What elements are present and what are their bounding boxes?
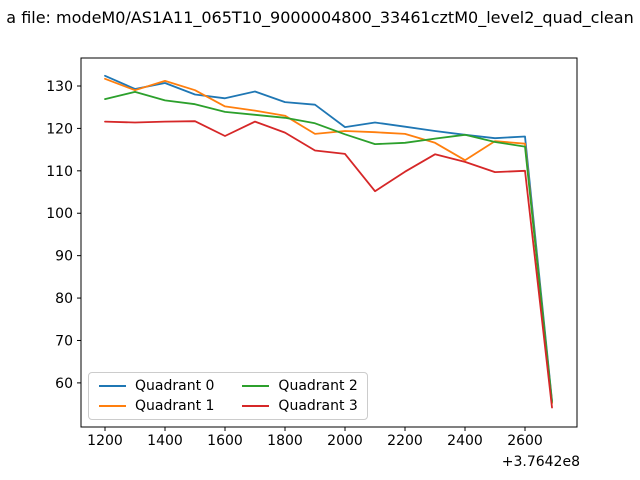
series-line-quadrant-3: [104, 120, 553, 409]
legend-line-sample-quadrant-2: [242, 385, 270, 387]
y-tick-label: 80: [55, 291, 73, 307]
series-line-quadrant-2: [104, 91, 553, 403]
legend-item-quadrant-3: Quadrant 3: [242, 398, 358, 414]
y-tick-label: 60: [55, 376, 73, 392]
x-tick-label: 2600: [507, 433, 543, 449]
x-axis-offset-label: +3.7642e8: [502, 454, 580, 470]
legend-line-sample-quadrant-1: [99, 405, 126, 407]
y-tick-label: 70: [55, 333, 73, 349]
legend: Quadrant 0 Quadrant 1 Quadrant 2 Quadran…: [88, 372, 368, 420]
legend-line-sample-quadrant-0: [99, 385, 126, 387]
legend-label-quadrant-2: Quadrant 2: [278, 378, 358, 394]
x-tick-label: 1800: [267, 433, 303, 449]
legend-item-quadrant-2: Quadrant 2: [242, 378, 358, 394]
series-line-quadrant-0: [104, 74, 553, 402]
y-tick-label: 100: [46, 206, 73, 222]
y-tick-label: 90: [55, 249, 73, 265]
chart-title-text: a file: modeM0/AS1A11_065T10_9000004800_…: [6, 8, 634, 27]
y-tick-label: 110: [46, 164, 73, 180]
series-line-quadrant-1: [104, 77, 553, 405]
chart-title: a file: modeM0/AS1A11_065T10_9000004800_…: [0, 8, 640, 27]
legend-label-quadrant-0: Quadrant 0: [135, 378, 215, 394]
x-tick-label: 2400: [447, 433, 483, 449]
legend-item-quadrant-1: Quadrant 1: [99, 398, 214, 414]
x-tick-label: 1200: [87, 433, 123, 449]
legend-line-sample-quadrant-3: [242, 405, 270, 407]
legend-label-quadrant-1: Quadrant 1: [135, 398, 215, 414]
legend-label-quadrant-3: Quadrant 3: [278, 398, 358, 414]
y-tick-label: 130: [46, 79, 73, 95]
x-tick-label: 1600: [207, 433, 243, 449]
legend-item-quadrant-0: Quadrant 0: [99, 378, 214, 394]
x-tick-label: 2200: [387, 433, 423, 449]
x-tick-label: 1400: [147, 433, 183, 449]
x-tick-label: 2000: [327, 433, 363, 449]
y-tick-label: 120: [46, 121, 73, 137]
axes-frame: [80, 57, 578, 428]
